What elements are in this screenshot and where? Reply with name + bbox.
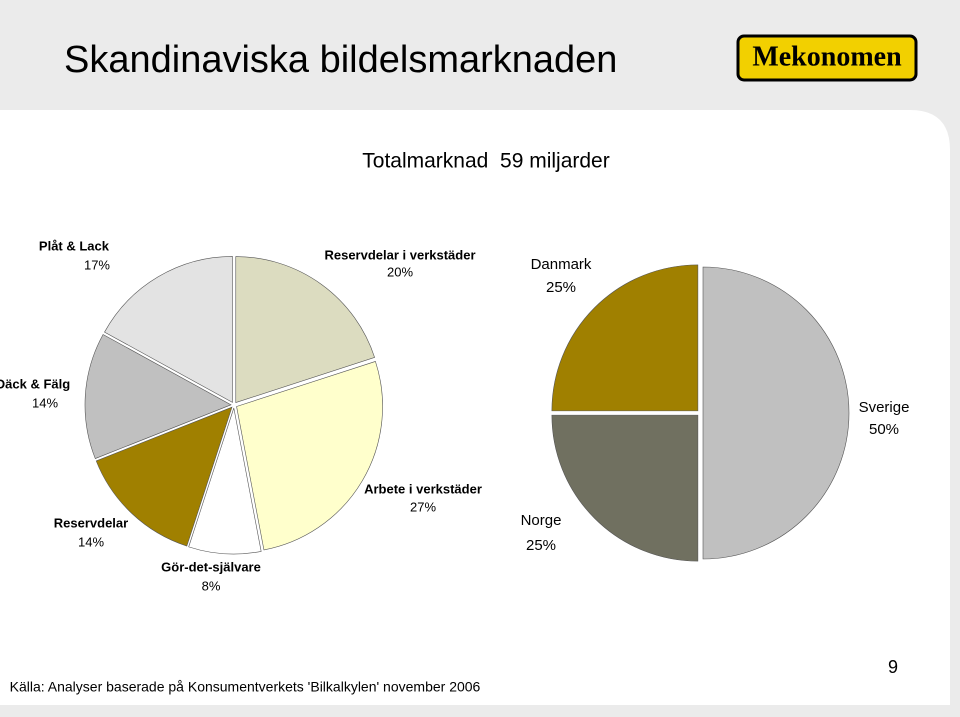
- chart-title: Totalmarknad 59 miljarder: [362, 150, 609, 173]
- slice-label: Gör-det-självare: [161, 559, 261, 574]
- value-label: 14%: [32, 395, 58, 410]
- pie-slice: [235, 256, 375, 403]
- value-label: 20%: [387, 264, 413, 279]
- source: Källa: Analyser baserade på Konsumentver…: [10, 679, 481, 695]
- value-label: 27%: [410, 499, 436, 514]
- value-label: 8%: [202, 578, 221, 593]
- pie-slice: [236, 361, 383, 551]
- value-label: 17%: [84, 257, 110, 272]
- pie-slice: [551, 414, 699, 562]
- pie-slice: [104, 256, 233, 403]
- slice-label: Reservdelar i verkstäder: [324, 247, 475, 262]
- slice-label: Arbete i verkstäder: [364, 481, 482, 496]
- slide-title: Skandinaviska bildelsmarknaden: [64, 39, 617, 81]
- pie-slice: [188, 407, 262, 555]
- slice-label: Plåt & Lack: [39, 238, 110, 253]
- page-number: 9: [888, 657, 898, 677]
- slice-label: Danmark: [531, 256, 592, 273]
- logo: Mekonomen: [752, 41, 902, 72]
- value-label: 14%: [78, 534, 104, 549]
- pie-slice: [95, 406, 233, 547]
- pie-slice: [551, 264, 699, 412]
- pie-slice: [702, 266, 850, 560]
- value-label: 50%: [869, 421, 899, 438]
- slice-label: Reservdelar: [54, 515, 128, 530]
- slice-label: Norge: [521, 512, 562, 529]
- logo-box: [736, 34, 918, 82]
- pie-slice: [84, 334, 232, 459]
- slice-label: Sverige: [859, 399, 910, 416]
- slice-label: Däck & Fälg: [0, 376, 70, 391]
- value-label: 25%: [546, 279, 576, 296]
- value-label: 25%: [526, 537, 556, 554]
